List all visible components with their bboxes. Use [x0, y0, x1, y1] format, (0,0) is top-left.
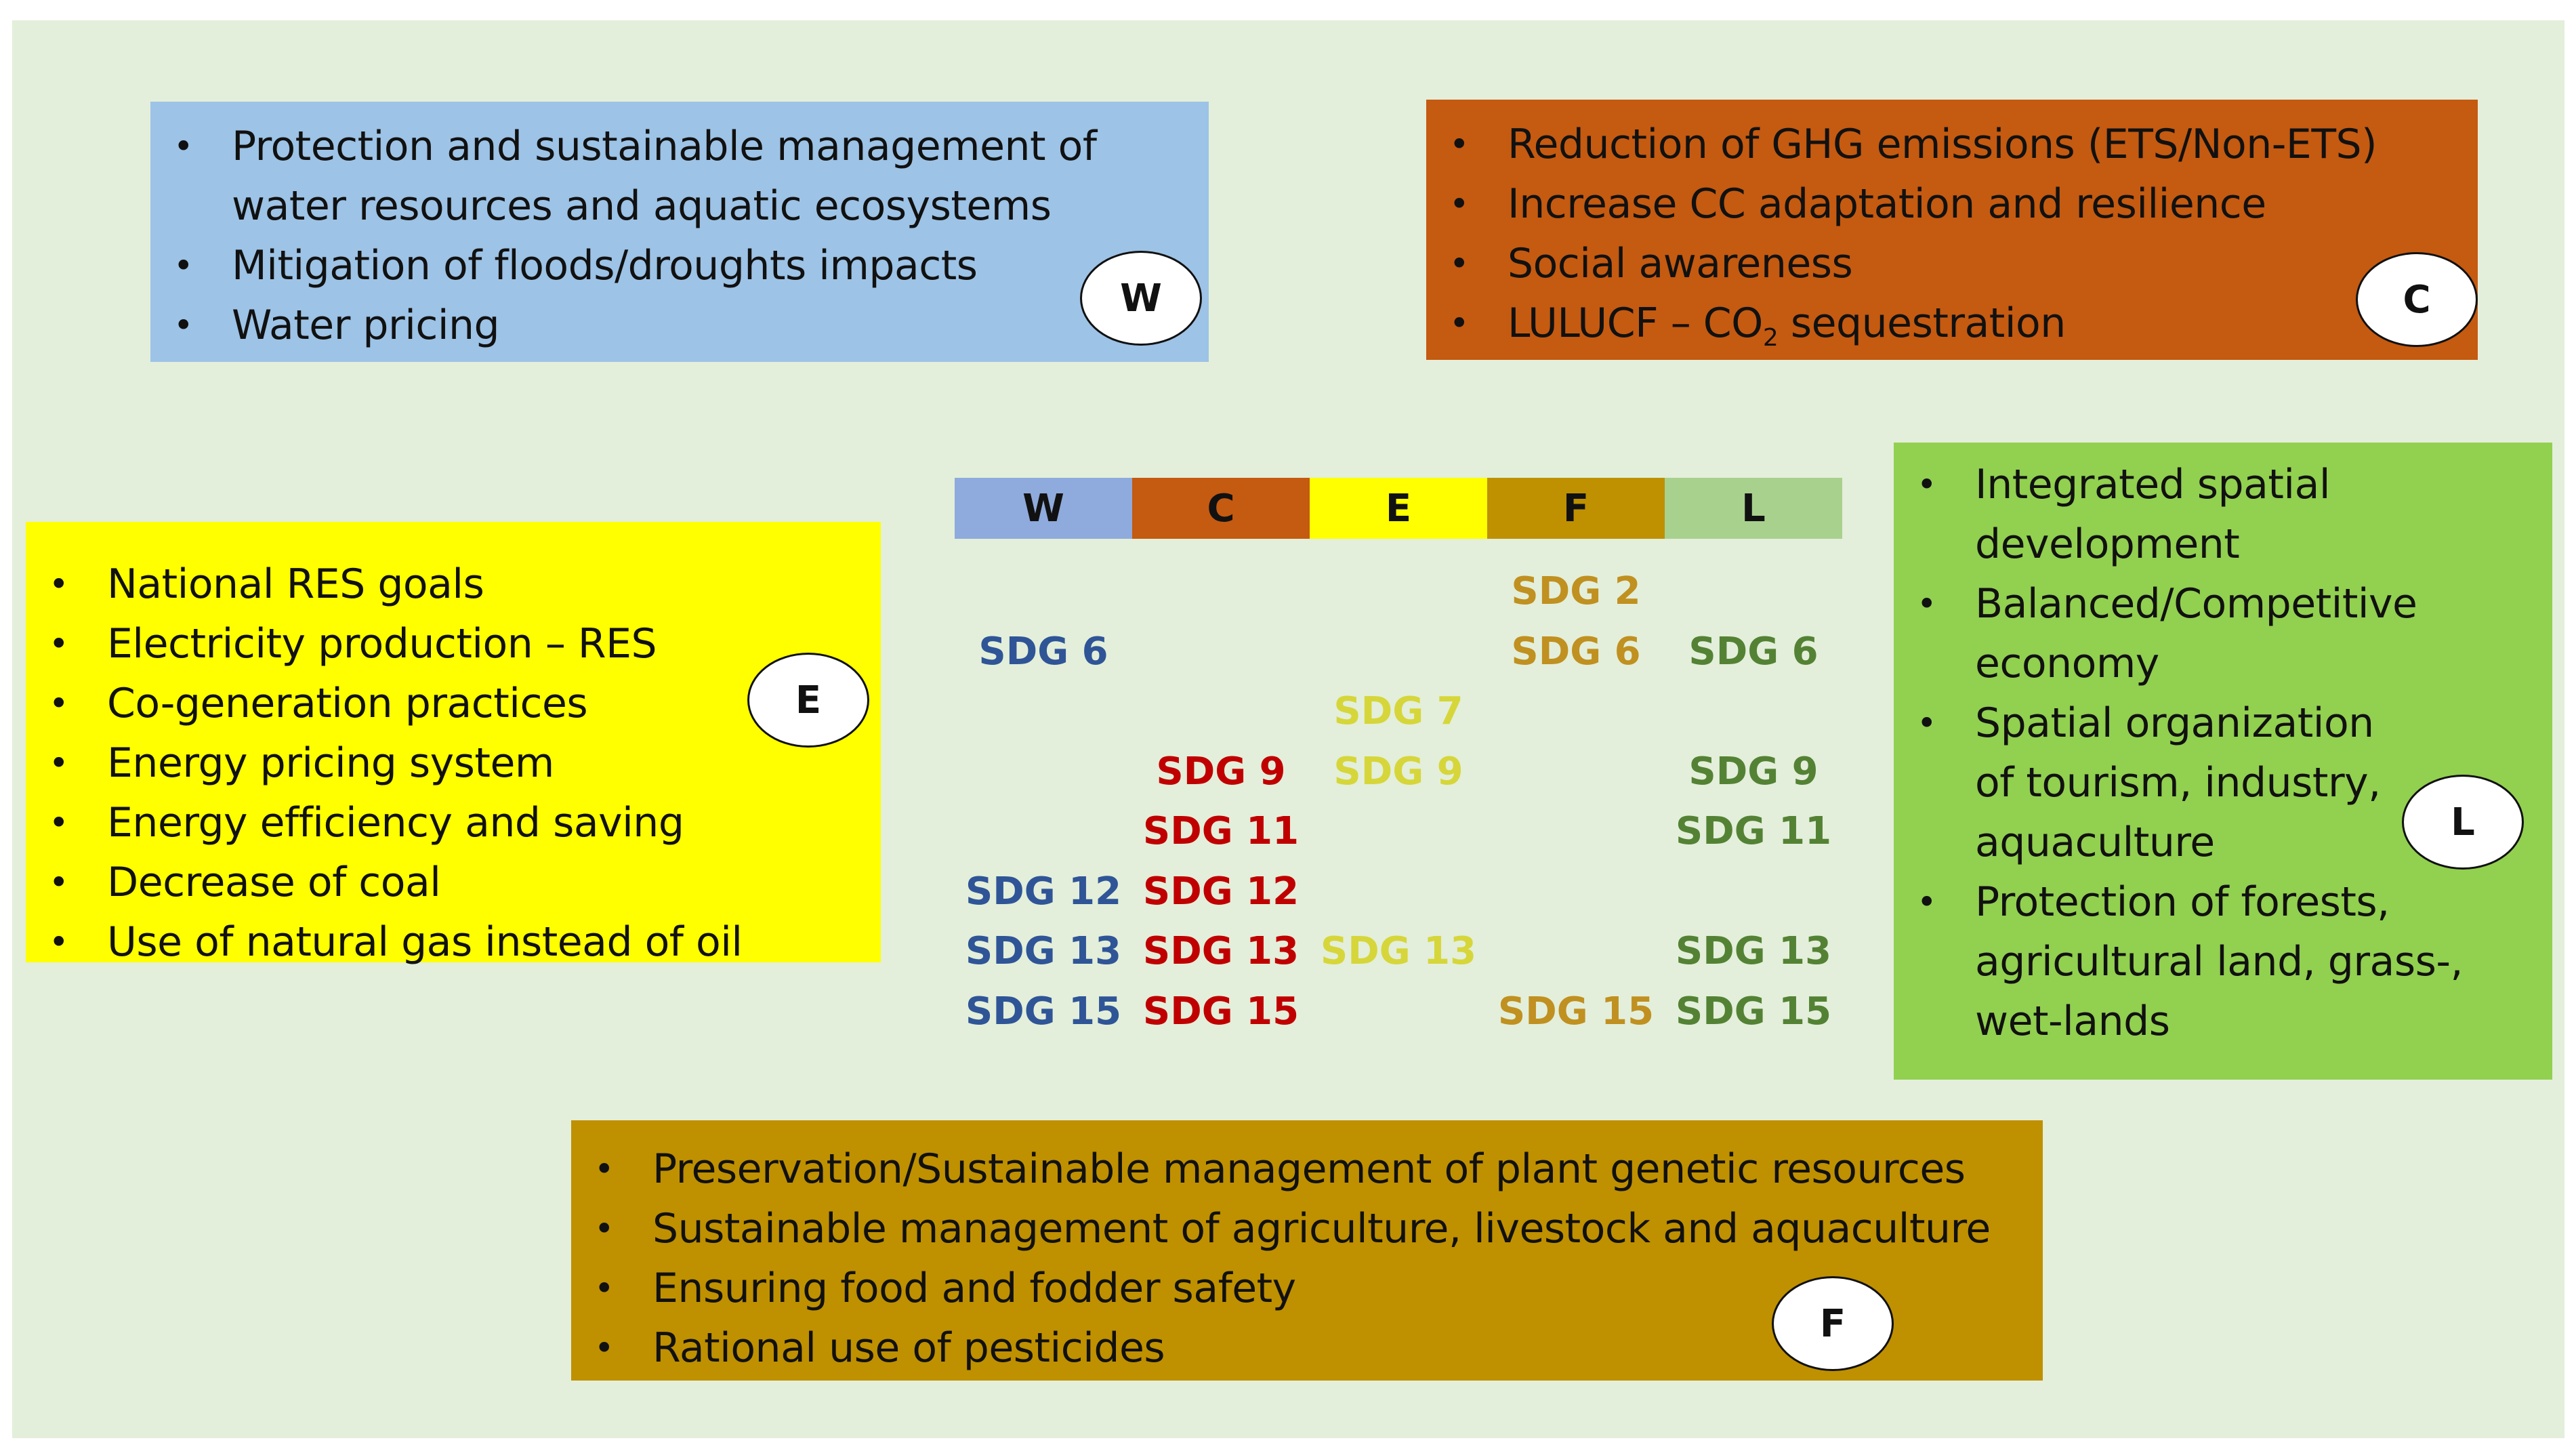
- sdg-table-header: W C E F L: [955, 478, 1842, 539]
- land-box: Integrated spatial development Balanced/…: [1894, 443, 2552, 1080]
- header-cell-c: C: [1132, 478, 1310, 539]
- sdg-cell-e: SDG 13: [1320, 929, 1477, 973]
- header-cell-w: W: [955, 478, 1132, 539]
- energy-item: Co-generation practices: [26, 674, 881, 733]
- header-cell-l: L: [1665, 478, 1842, 539]
- energy-box: National RES goals Electricity productio…: [26, 522, 881, 972]
- sdg-cell-l: SDG 13: [1675, 929, 1832, 973]
- sdg-cell-c: SDG 12: [1142, 869, 1300, 914]
- sdg-cell-l: SDG 9: [1688, 749, 1819, 794]
- climate-list: Reduction of GHG emissions (ETS/Non-ETS)…: [1426, 115, 2478, 368]
- sdg-cell-w: SDG 6: [978, 629, 1108, 674]
- sdg-cell-w: SDG 12: [965, 869, 1122, 914]
- food-item: Ensuring food and fodder safety: [571, 1259, 2043, 1318]
- water-list: Protection and sustainable management of…: [150, 117, 1209, 355]
- food-item: Rational use of pesticides: [571, 1318, 2043, 1378]
- food-label-circle: F: [1772, 1276, 1894, 1371]
- energy-item: Use of natural gas instead of oil: [26, 912, 881, 972]
- energy-label-circle: E: [747, 653, 869, 748]
- land-item: Integrated spatial development: [1894, 455, 2395, 574]
- climate-item: Increase CC adaptation and resilience: [1426, 174, 2478, 234]
- sdg-cell-l: SDG 6: [1688, 629, 1819, 674]
- sdg-cell-l: SDG 15: [1675, 989, 1832, 1034]
- sdg-cell-e: SDG 7: [1333, 689, 1463, 733]
- climate-label-circle: C: [2356, 252, 2478, 347]
- sdg-cell-c: SDG 13: [1142, 929, 1300, 973]
- sdg-cell-w: SDG 15: [965, 989, 1122, 1034]
- energy-list: National RES goals Electricity productio…: [26, 554, 881, 972]
- sdg-cell-f: SDG 6: [1511, 629, 1641, 674]
- header-cell-f: F: [1487, 478, 1665, 539]
- energy-item: Decrease of coal: [26, 853, 881, 912]
- food-item: Preservation/Sustainable management of p…: [571, 1139, 2043, 1199]
- sdg-cell-c: SDG 9: [1156, 749, 1286, 794]
- sdg-cell-c: SDG 11: [1142, 809, 1300, 853]
- climate-item: Social awareness: [1426, 234, 2478, 293]
- subscript: 2: [1762, 324, 1779, 352]
- climate-item: Reduction of GHG emissions (ETS/Non-ETS): [1426, 115, 2478, 174]
- header-cell-e: E: [1310, 478, 1487, 539]
- energy-item: National RES goals: [26, 554, 881, 614]
- water-item: Mitigation of floods/droughts impacts: [150, 236, 1209, 295]
- climate-box: Reduction of GHG emissions (ETS/Non-ETS)…: [1426, 100, 2478, 360]
- sdg-cell-l: SDG 11: [1675, 809, 1832, 853]
- energy-item: Energy pricing system: [26, 733, 881, 793]
- energy-item: Energy efficiency and saving: [26, 793, 881, 853]
- sdg-cell-e: SDG 9: [1333, 749, 1463, 794]
- sdg-cell-f: SDG 2: [1511, 569, 1641, 613]
- water-item: Water pricing: [150, 295, 1209, 355]
- climate-item: LULUCF – CO2 sequestration: [1426, 293, 2478, 368]
- land-item: Balanced/Competitive economy: [1894, 574, 2417, 693]
- food-list: Preservation/Sustainable management of p…: [571, 1139, 2043, 1378]
- land-list: Integrated spatial development Balanced/…: [1894, 455, 2552, 1051]
- sdg-cell-c: SDG 15: [1142, 989, 1300, 1034]
- energy-item: Electricity production – RES: [26, 614, 881, 674]
- water-item: Protection and sustainable management of…: [150, 117, 1133, 236]
- sdg-cell-f: SDG 15: [1497, 989, 1655, 1034]
- water-label-circle: W: [1080, 251, 1202, 346]
- sdg-cell-w: SDG 13: [965, 929, 1122, 973]
- land-item: Protection of forests, agricultural land…: [1894, 872, 2504, 1051]
- food-box: Preservation/Sustainable management of p…: [571, 1120, 2043, 1381]
- land-label-circle: L: [2402, 775, 2524, 870]
- water-box: Protection and sustainable management of…: [150, 102, 1209, 362]
- land-item: Spatial organization of tourism, industr…: [1894, 693, 2395, 872]
- food-item: Sustainable management of agriculture, l…: [571, 1199, 2043, 1259]
